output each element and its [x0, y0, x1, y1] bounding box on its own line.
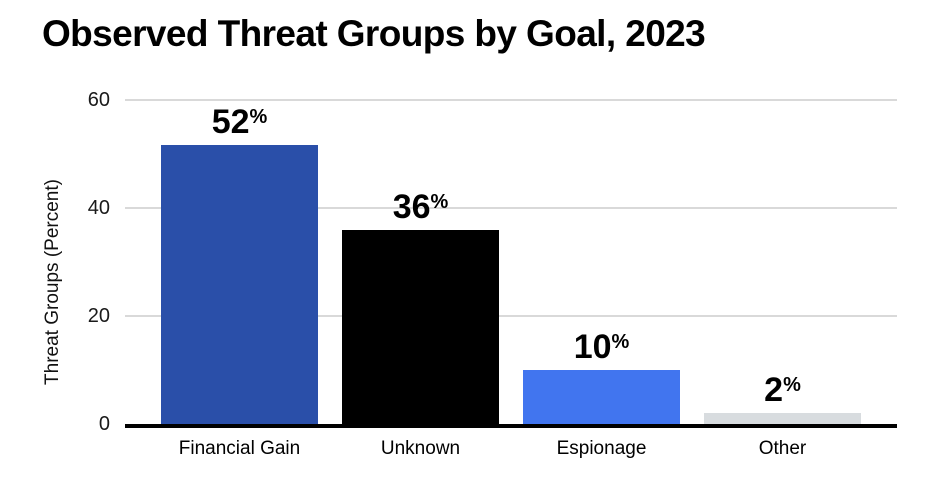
bar-unknown [342, 229, 499, 424]
x-axis-label-other: Other [758, 438, 807, 459]
gridline [125, 207, 897, 209]
plot-area: 52% 36% 10% 2% [125, 99, 897, 424]
bar-group-other: 2% [704, 100, 861, 424]
chart-title: Observed Threat Groups by Goal, 2023 [42, 13, 706, 54]
y-tick-label: 0 [98, 413, 110, 435]
y-tick-label: 40 [87, 197, 110, 219]
bar-value-label: 52% [212, 100, 268, 139]
percent-sign: % [611, 331, 630, 353]
bar-other [704, 413, 861, 424]
bar-financial-gain [161, 145, 318, 424]
percent-sign: % [783, 374, 801, 397]
gridline [125, 99, 897, 101]
y-tick-label: 60 [87, 89, 110, 111]
x-axis-line [125, 424, 897, 428]
bar-value-number: 36 [392, 187, 431, 226]
x-axis-label-financial-gain: Financial Gain [178, 438, 301, 459]
x-axis-label-unknown: Unknown [380, 438, 461, 459]
bar-espionage [523, 370, 680, 424]
bar-value-number: 52 [211, 103, 250, 141]
bar-group-financial-gain: 52% [161, 100, 318, 424]
bars-row: 52% 36% 10% 2% [125, 100, 897, 424]
x-axis-labels: Financial Gain Unknown Espionage Other [125, 437, 897, 461]
percent-sign: % [249, 106, 268, 128]
bar-group-unknown: 36% [342, 100, 499, 424]
bar-value-number: 2 [764, 371, 784, 410]
bar-value-number: 10 [573, 328, 612, 366]
gridline [125, 315, 897, 317]
percent-sign: % [430, 190, 449, 213]
bar-group-espionage: 10% [523, 100, 680, 424]
bar-value-label: 36% [393, 185, 449, 224]
bar-value-label: 10% [574, 325, 630, 364]
x-axis-label-espionage: Espionage [556, 438, 647, 459]
bar-value-label: 2% [764, 368, 801, 407]
y-tick-label: 20 [87, 305, 110, 327]
